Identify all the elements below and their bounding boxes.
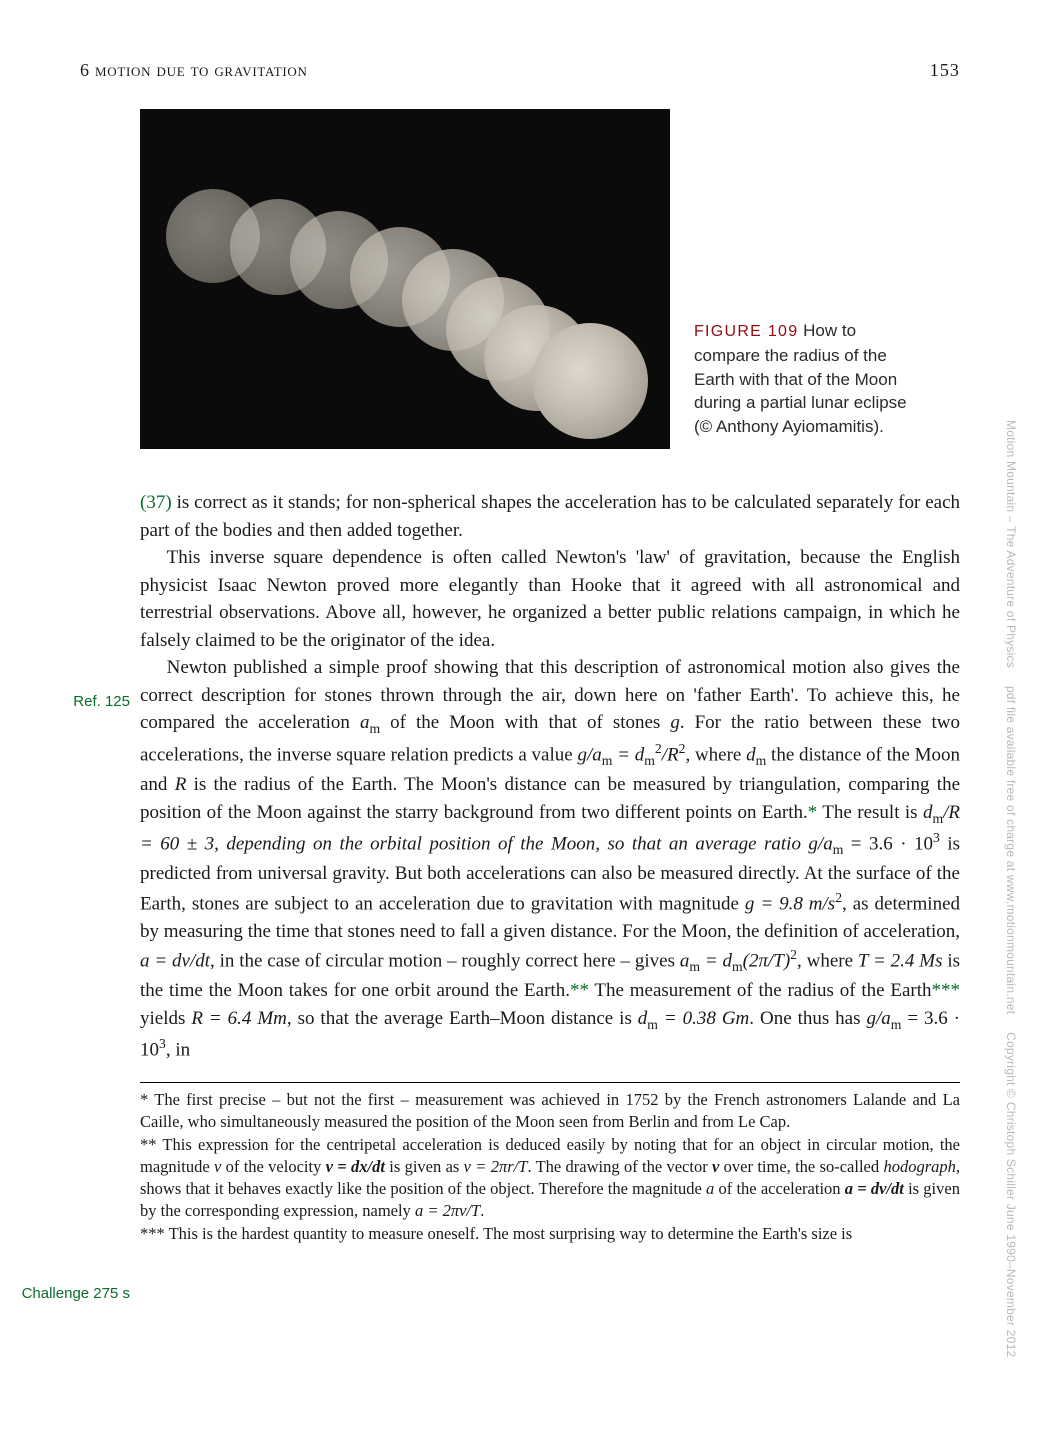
footnotes: * The first precise – but not the first … [140,1082,960,1245]
para-3: Newton published a simple proof showing … [140,654,960,1064]
accdef: a = dv/dt [140,950,210,971]
dmval2: = 0.38 Gm [658,1008,749,1029]
p3g: The result is [817,802,923,823]
f2-hodo: hodograph [883,1157,955,1176]
eq2: = d [700,950,732,971]
p3h: = 3.6 · 10 [843,834,933,855]
dmval: d [638,1008,648,1029]
f2-veq: v = 2πr/T [464,1157,528,1176]
sym-dm: d [746,744,756,765]
sym-gam: g/a [577,744,601,765]
p3p: , so that the average Earth–Moon distanc… [287,1008,638,1029]
footnote-2: ** This expression for the centripetal a… [140,1134,960,1223]
running-head: 6 motion due to gravitation 153 [80,60,960,81]
p3k: , in the case of circular motion – rough… [210,950,680,971]
sym-R: R [175,774,187,795]
f2-vdef: v = dx/dt [326,1157,385,1176]
footnote-mark-2[interactable]: ** [570,980,589,1001]
p3d: , where [685,744,746,765]
footnote-3: *** This is the hardest quantity to meas… [140,1223,960,1245]
moon-phase-icon [532,323,648,439]
sym-eq1: = d [612,744,644,765]
f2d: . The drawing of the vector [527,1157,712,1176]
page-number: 153 [930,60,960,81]
side-line-2: pdf file available free of charge at www… [1004,686,1018,1014]
f2g: of the acceleration [714,1179,844,1198]
Tval: T = 2.4 Ms [858,950,943,971]
footnote-mark-1[interactable]: * [808,802,818,823]
sym-gam2: g/a [808,834,832,855]
chapter-label: 6 motion due to gravitation [80,60,308,80]
f2i: . [480,1201,484,1220]
p3b: of the Moon with that of stones [380,712,670,733]
p3r: , in [166,1040,190,1061]
footnote-mark-3[interactable]: *** [931,980,960,1001]
amcirc: a [680,950,690,971]
p3o: yields [140,1008,191,1029]
side-runner: Motion Mountain – The Adventure of Physi… [1002,420,1018,1320]
gval: g = 9.8 m/s [745,893,835,914]
chapter-running-head: 6 motion due to gravitation [80,60,308,81]
figure-label: FIGURE 109 [694,323,798,340]
side-runner-text: Motion Mountain – The Adventure of Physi… [1004,420,1018,1357]
sym-over: /R [662,744,679,765]
lunar-eclipse-image [140,109,670,449]
side-line-1: Motion Mountain – The Adventure of Physi… [1004,420,1018,668]
eq-ref-37[interactable]: (37) [140,492,172,513]
sym-gam3: g/a [866,1008,890,1029]
p3n: The measurement of the radius of the Ear… [589,980,932,1001]
figure-caption: FIGURE 109 How to compare the radius of … [694,319,914,439]
p3q: . One thus has [749,1008,866,1029]
f2e: over time, the so-called [719,1157,883,1176]
para-1: (37) is correct as it stands; for non-sp… [140,489,960,544]
exp3b: 3 [159,1036,166,1051]
Rval: R = 6.4 Mm [191,1008,287,1029]
f2c: is given as [385,1157,464,1176]
margin-challenge-275[interactable]: Challenge 275 s [20,1285,130,1302]
f2-aeq: a = 2πv/T [415,1201,480,1220]
body-text: (37) is correct as it stands; for non-sp… [140,489,960,1064]
sym-g: g [670,712,680,733]
side-line-3: Copyright © Christoph Schiller June 1990… [1004,1032,1018,1357]
para-2: This inverse square dependence is often … [140,544,960,654]
circ: (2π/T) [743,950,791,971]
p3l: , where [797,950,858,971]
margin-ref-125[interactable]: Ref. 125 [20,693,130,710]
exp3a: 3 [933,830,940,845]
f2b: of the velocity [221,1157,325,1176]
figure-109: FIGURE 109 How to compare the radius of … [140,109,960,449]
p1-tail: is correct as it stands; for non-spheric… [140,492,960,541]
page: 6 motion due to gravitation 153 FIGURE 1… [0,0,1040,1447]
f2-adef: a = dv/dt [845,1179,904,1198]
footnote-1: * The first precise – but not the first … [140,1089,960,1134]
